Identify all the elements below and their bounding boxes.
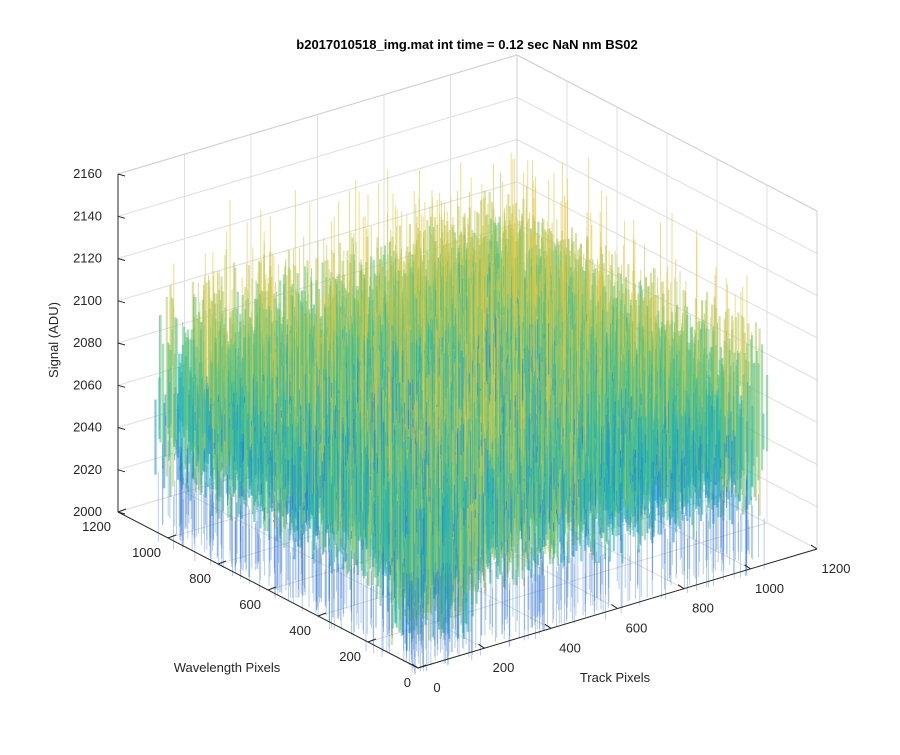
surface-chart-svg: 0200400600800100012000200400600800100012… [0, 0, 900, 750]
